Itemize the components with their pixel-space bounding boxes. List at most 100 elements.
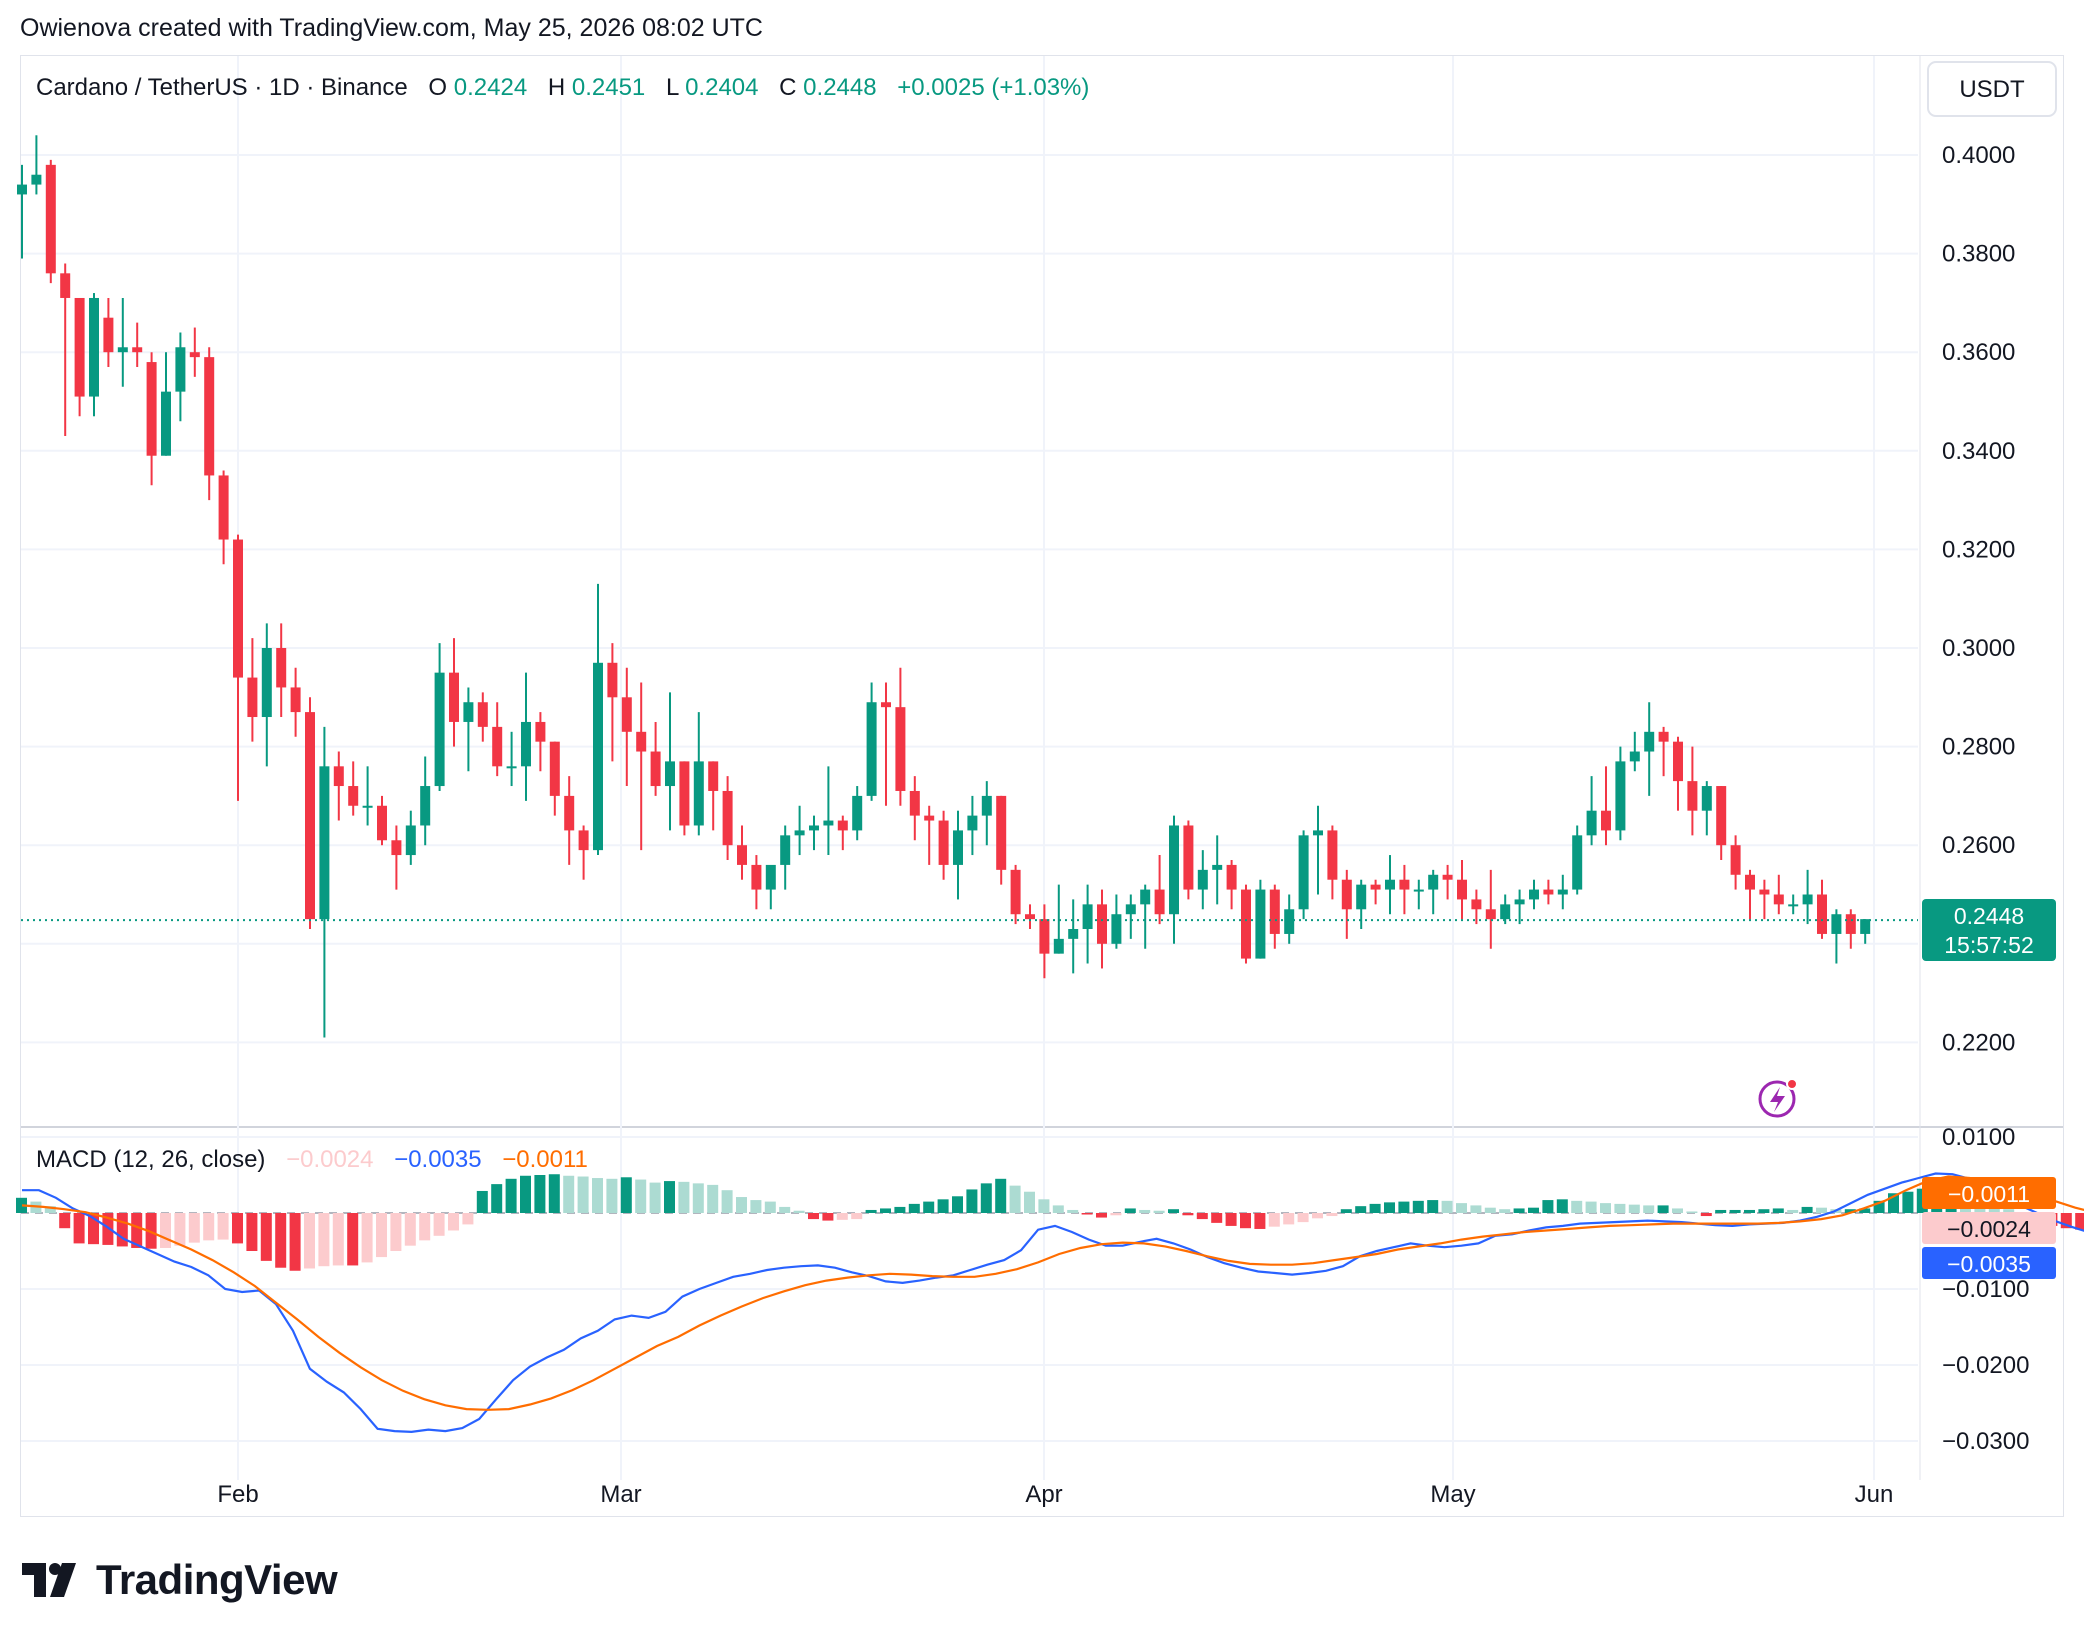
time-tick-label: May [1430, 1481, 1475, 1508]
signal-line [21, 1175, 2084, 1411]
macd-histogram-bar [721, 1190, 733, 1213]
candle-body [578, 830, 589, 851]
lightning-icon-ring[interactable] [1758, 1080, 1796, 1118]
macd-histogram-bar [1859, 1208, 1871, 1213]
lightning-icon-bolt[interactable] [1770, 1087, 1785, 1112]
candle-body [593, 662, 603, 851]
macd-histogram-bar [246, 1213, 258, 1251]
open-value: 0.2424 [454, 74, 527, 101]
macd-histogram-bar [894, 1206, 906, 1213]
candle-body [1341, 879, 1352, 910]
candle-body [204, 357, 215, 476]
candle-body [953, 830, 963, 865]
candle-body [348, 786, 359, 806]
time-tick-label: Apr [1025, 1481, 1062, 1508]
candle-body [909, 790, 920, 816]
macd-histogram-bar [419, 1213, 431, 1241]
currency-button-frame[interactable] [1927, 61, 2057, 117]
macd-histogram-bar [836, 1213, 848, 1220]
candle-body [1284, 909, 1295, 934]
macd-histogram-bar [390, 1213, 402, 1251]
candle-body [1255, 889, 1266, 959]
candle-body [1629, 751, 1640, 762]
candles [17, 135, 1918, 1038]
macd-histogram-bar [1009, 1185, 1021, 1213]
macd-histogram-bar [88, 1213, 99, 1245]
macd-histogram-bar [1556, 1199, 1568, 1213]
macd-histogram-bar [995, 1178, 1007, 1213]
candle-body [276, 648, 287, 688]
macd-axis-badge [1922, 1247, 2056, 1279]
macd-histogram-bar [577, 1176, 589, 1213]
tradingview-logo[interactable]: TradingView [22, 1556, 338, 1604]
candle-body [1759, 889, 1770, 895]
candle-body [60, 273, 71, 298]
candle-body [535, 721, 546, 742]
macd-tick-label: 0.0100 [1942, 1124, 2015, 1151]
macd-histogram-bar [692, 1183, 704, 1213]
macd-histogram-bar [462, 1213, 474, 1225]
signal-axis-badge [1922, 1177, 2056, 1209]
macd-histogram-bar [1067, 1209, 1079, 1213]
trading-chart[interactable]: 0.4000 0.3800 0.3600 0.3400 0.3200 0.3000 0.28… [0, 0, 2084, 1540]
macd-histogram-bar [145, 1213, 157, 1249]
high-label: H [548, 74, 565, 101]
candle-body [665, 761, 675, 787]
macd-histogram-bar [1787, 1209, 1799, 1213]
candle-body [722, 790, 733, 846]
candle-body [175, 347, 186, 392]
candle-body [17, 184, 27, 195]
macd-histogram-bar [1038, 1199, 1050, 1213]
macd-signal-value: −0.0011 [502, 1146, 588, 1173]
currency-button[interactable]: USDT [1927, 61, 2057, 117]
candle-body [996, 795, 1007, 870]
candle-body [434, 672, 445, 787]
logo-wordmark: TradingView [96, 1556, 338, 1603]
candle-body [218, 475, 229, 540]
candle-body [852, 795, 863, 831]
macd-title[interactable]: MACD (12, 26, close) [36, 1146, 265, 1173]
candle-body [809, 825, 819, 831]
candle-body [377, 805, 387, 841]
macd-histogram-bar [232, 1213, 243, 1244]
macd-hist-value: −0.0024 [286, 1146, 373, 1173]
macd-histogram-bar [793, 1210, 805, 1213]
macd-histogram-bar [1600, 1203, 1611, 1213]
macd-histogram-bar [59, 1213, 71, 1229]
candle-body [449, 672, 459, 722]
candle-body [1068, 929, 1079, 939]
axes: 0.4000 0.3800 0.3600 0.3400 0.3200 0.3000 0.28… [217, 142, 2029, 1508]
currency-button-label[interactable]: USDT [1959, 76, 2025, 103]
candle-body [1788, 904, 1799, 907]
candle-body [1557, 889, 1568, 895]
macd-histogram-bar [1340, 1209, 1352, 1213]
candle-body [1658, 731, 1669, 742]
candle-body [477, 702, 488, 727]
macd-histogram-bar [1902, 1191, 1914, 1213]
macd-histogram-bar [908, 1203, 920, 1213]
macd-histogram-bar [1499, 1209, 1511, 1213]
candle-body [650, 751, 661, 787]
macd-histogram-bar [534, 1175, 546, 1213]
macd-histogram-bar [1110, 1213, 1122, 1216]
candle-body [161, 391, 171, 456]
candle-body [1169, 825, 1179, 915]
candle-body [1385, 879, 1395, 890]
macd-histogram-bar [1182, 1213, 1194, 1216]
macd-histogram-bar [44, 1206, 56, 1213]
macd-histogram-bar [1196, 1213, 1208, 1220]
high-value: 0.2451 [572, 74, 645, 101]
candle-body [1572, 835, 1583, 890]
last-price-label: 0.2448 15:57:52 [1922, 899, 2056, 961]
symbol-title[interactable]: Cardano / TetherUS · 1D · Binance [36, 74, 408, 101]
lightning-icon[interactable] [1758, 1078, 1798, 1118]
last-price-value: 0.2448 [1954, 903, 2024, 929]
macd-histogram-bar [433, 1213, 445, 1236]
candle-body [881, 702, 891, 708]
last-price-badge [1922, 899, 2056, 961]
price-tick-label: 0.2800 [1942, 734, 2015, 761]
macd-histogram-bar [1211, 1213, 1223, 1223]
hist-axis-badge [1922, 1212, 2056, 1244]
macd-histogram-bar [1816, 1207, 1827, 1213]
candle-body [751, 864, 762, 890]
